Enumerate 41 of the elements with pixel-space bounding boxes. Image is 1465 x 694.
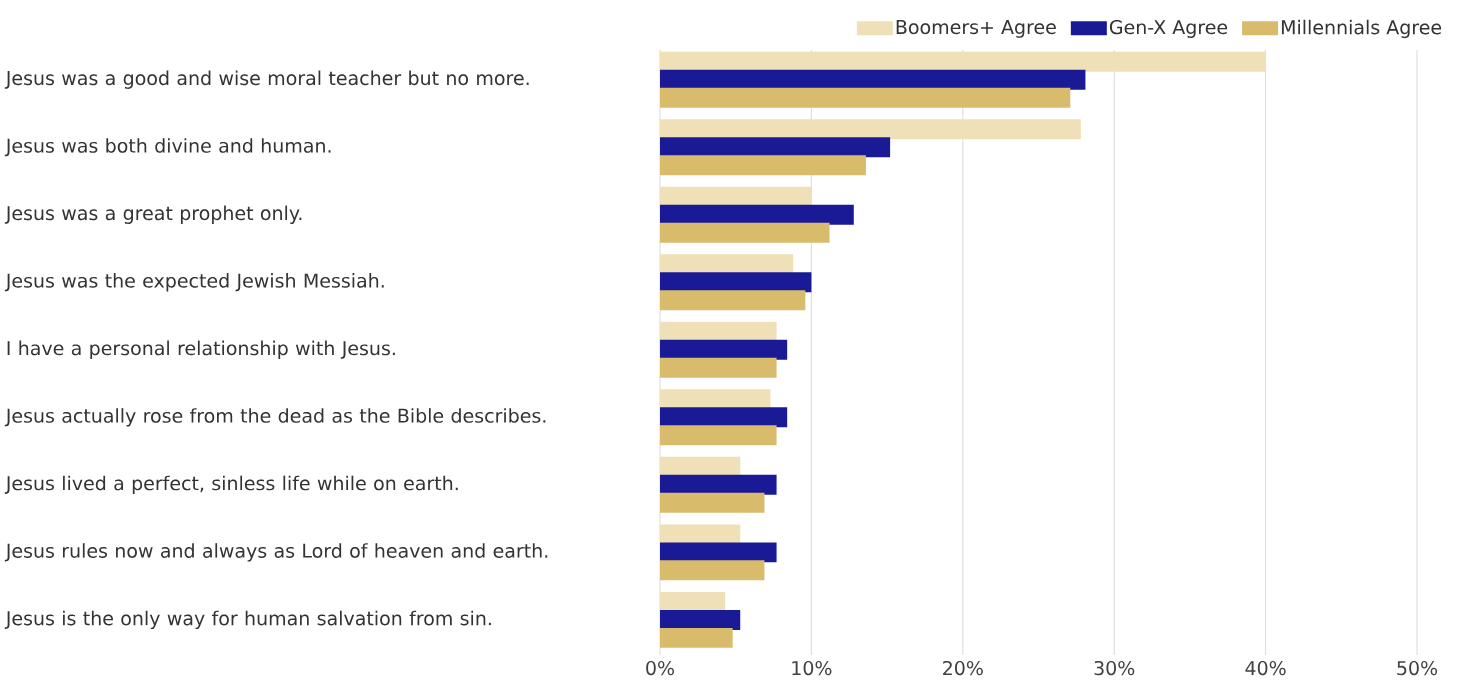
x-tick-label: 0% [646,660,675,676]
bar [660,137,891,158]
y-tick-label: Jesus was a good and wise moral teacher but no more. [4,70,529,89]
bar [660,272,812,293]
y-tick-label: I have a personal relationship with Jesus. [7,340,395,359]
bar [660,155,866,176]
x-tick-label: 50% [1397,660,1438,676]
bar [660,69,1086,90]
x-tick-label: 10% [792,660,832,676]
bar [660,542,777,563]
bar [660,357,777,378]
bar [660,254,794,275]
x-tick-label: 40% [1245,660,1286,676]
bar [660,560,765,581]
bar [660,474,777,495]
bar [660,204,854,225]
y-tick-label: Jesus was both divine and human. [4,138,331,157]
bar [660,87,1071,108]
bar [660,609,741,630]
bar [660,627,733,648]
bar [660,186,812,207]
x-tick-label: 30% [1094,660,1135,676]
y-tick-label: Jesus is the only way for human salvation from sin. [4,610,491,630]
bar [660,425,777,446]
y-tick-label: Jesus actually rose from the dead as the Bible describes. [4,408,546,427]
x-tick-label: 20% [943,660,983,676]
bar [660,389,771,410]
legend-label: Boomers+ Agree [896,20,1056,38]
legend-label: Millennials Agree [1281,19,1442,39]
bar [660,339,788,360]
y-tick-label: Jesus was a great prophet only. [4,205,302,224]
bar [660,407,788,428]
bar [660,119,1081,140]
y-tick-label: Jesus lived a perfect, sinless life while on earth. [4,475,458,495]
legend-label: Gen-X Agree [1109,19,1228,38]
y-tick-label: Jesus was the expected Jewish Messiah. [4,273,384,292]
bar [660,222,830,243]
bar [660,492,765,513]
bar [660,51,1266,72]
y-tick-label: Jesus rules now and always as Lord of heaven and earth. [4,543,548,562]
bar [660,290,806,311]
